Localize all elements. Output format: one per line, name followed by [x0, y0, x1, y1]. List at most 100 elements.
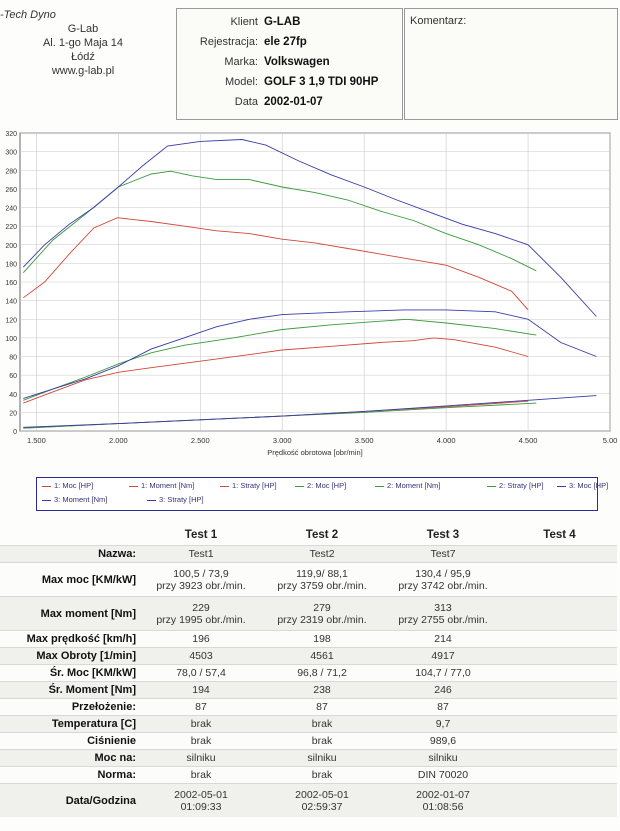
- client-table: Klient G-LAB Rejestracja: ele 27fp Marka: V…: [177, 12, 381, 112]
- legend-item: 2: Straty [HP]: [487, 481, 544, 490]
- summary-cell: 2002-05-01 02:59:37: [260, 783, 384, 817]
- summary-cell: silniku: [142, 749, 260, 767]
- registration-value: ele 27fp: [264, 36, 307, 48]
- summary-row: Przełożenie: 87 87 87: [0, 698, 617, 716]
- summary-cell: 78,0 / 57,4: [142, 664, 260, 682]
- y-tick-label: 300: [5, 150, 17, 157]
- summary-cell: [502, 766, 617, 784]
- client-row: Data 2002-01-07: [177, 92, 381, 112]
- x-tick-label: 3.000: [273, 436, 292, 445]
- client-row: Model: GOLF 3 1,9 TDI 90HP: [177, 72, 381, 92]
- date-key: Data: [234, 96, 258, 108]
- x-axis-label: Prędkość obrotowa [obr/min]: [267, 448, 362, 457]
- summary-cell: silniku: [384, 749, 502, 767]
- summary-cell: Test2: [260, 545, 384, 563]
- summary-cell: 4561: [260, 647, 384, 665]
- y-tick-label: 180: [5, 261, 17, 268]
- legend-item: 3: Straty [HP]: [147, 495, 204, 504]
- y-tick-label: 20: [9, 410, 17, 417]
- summary-cell: 989,6: [384, 732, 502, 750]
- make-key: Marka:: [224, 56, 258, 68]
- summary-cell: brak: [260, 766, 384, 784]
- legend-label: 2: Moc [HP]: [307, 481, 347, 490]
- summary-cell: [502, 630, 617, 648]
- legend-swatch: [42, 499, 51, 501]
- x-tick-label: 2.000: [109, 436, 128, 445]
- summary-cell: 4917: [384, 647, 502, 665]
- series-line: [23, 217, 529, 311]
- series-line: [22, 139, 597, 317]
- legend-label: 3: Straty [HP]: [159, 495, 204, 504]
- series-line: [23, 309, 597, 399]
- legend-swatch: [487, 485, 496, 487]
- summary-cell: DIN 70020: [384, 766, 502, 784]
- x-tick-label: 4.500: [519, 436, 538, 445]
- series-line: [23, 318, 537, 401]
- y-tick-label: 320: [5, 131, 17, 138]
- summary-header-row: Test 1 Test 2 Test 3 Test 4: [0, 524, 617, 546]
- summary-row-label: Nazwa:: [0, 545, 142, 563]
- summary-row-label: Przełożenie:: [0, 698, 142, 716]
- summary-row-label: Śr. Moment [Nm]: [0, 681, 142, 699]
- company-address: Al. 1-go Maja 14: [42, 37, 124, 49]
- summary-row-label: Max prędkość [km/h]: [0, 630, 142, 648]
- summary-cell: 229 przy 1995 obr./min.: [142, 596, 260, 631]
- summary-cell: 87: [142, 698, 260, 716]
- y-tick-label: 120: [5, 317, 17, 324]
- summary-row: Śr. Moment [Nm] 194 238 246: [0, 681, 617, 699]
- legend-label: 1: Moc [HP]: [54, 481, 94, 490]
- company-name: G-Lab: [67, 23, 99, 35]
- legend-label: 1: Moment [Nm]: [141, 481, 195, 490]
- summary-cell: 279 przy 2319 obr./min.: [260, 596, 384, 631]
- summary-cell: [502, 681, 617, 699]
- dyno-chart: 0 20 40 60 80 100 120 140 160 180 200 220 240 260 280 3…: [5, 131, 617, 457]
- header-test-4: Test 4: [543, 528, 576, 541]
- y-tick-label: 260: [5, 187, 17, 194]
- client-panel: Klient G-LAB Rejestracja: ele 27fp Marka: V…: [176, 8, 403, 120]
- summary-cell: 2002-01-07 01:08:56: [384, 783, 502, 817]
- y-tick-label: 80: [9, 355, 17, 362]
- client-row: Marka: Volkswagen: [177, 52, 381, 72]
- summary-row: Temperatura [C] brak brak 9,7: [0, 715, 617, 733]
- summary-row: Max moc [KM/kW] 100,5 / 73,9 przy 3923 obr…: [0, 562, 617, 597]
- x-tick-label: 1.500: [27, 436, 46, 445]
- summary-cell: 2002-05-01 01:09:33: [142, 783, 260, 817]
- legend-item: 2: Moment [Nm]: [375, 481, 440, 490]
- summary-cell: [502, 698, 617, 716]
- summary-cell: 194: [142, 681, 260, 699]
- legend-label: 2: Moment [Nm]: [387, 481, 441, 490]
- summary-row-label: Moc na:: [0, 749, 142, 767]
- y-tick-label: 280: [5, 168, 17, 175]
- summary-row-label: Ciśnienie: [0, 732, 142, 750]
- summary-row-label: Data/Godzina: [0, 783, 142, 817]
- summary-cell: [502, 596, 617, 631]
- legend-item: 3: Moc [HP]: [557, 481, 608, 490]
- company-info: -Tech Dyno G-Lab Al. 1-go Maja 14 Łódź w…: [0, 8, 168, 108]
- summary-row: Śr. Moc [KM/kW] 78,0 / 57,4 96,8 / 71,2 104…: [0, 664, 617, 682]
- series-line: [23, 337, 529, 404]
- summary-cell: 104,7 / 77,0: [384, 664, 502, 682]
- company-city: Łódź: [71, 51, 95, 63]
- summary-row-label: Śr. Moc [KM/kW]: [0, 664, 142, 682]
- summary-row: Moc na: silniku silniku silniku: [0, 749, 617, 767]
- summary-cell: silniku: [260, 749, 384, 767]
- y-tick-label: 200: [5, 243, 17, 250]
- y-tick-label: 60: [9, 373, 17, 380]
- series-line: [23, 395, 597, 428]
- summary-row: Nazwa: Test1 Test2 Test7: [0, 545, 617, 563]
- header-test-2: Test 2: [305, 528, 339, 541]
- legend-item: 1: Straty [HP]: [220, 481, 277, 490]
- summary-cell: 214: [384, 630, 502, 648]
- y-tick-label: 160: [5, 280, 17, 287]
- summary-cell: [502, 783, 617, 817]
- legend-swatch: [42, 485, 51, 487]
- summary-cell: [502, 732, 617, 750]
- model-key: Model:: [224, 76, 258, 88]
- summary-cell: brak: [142, 732, 260, 750]
- legend-swatch: [220, 485, 229, 487]
- summary-cell: 4503: [142, 647, 260, 665]
- legend-item: 1: Moc [HP]: [42, 481, 93, 490]
- y-tick-label: 220: [5, 224, 17, 231]
- x-tick-label: 3.500: [355, 436, 374, 445]
- legend-swatch: [295, 485, 304, 487]
